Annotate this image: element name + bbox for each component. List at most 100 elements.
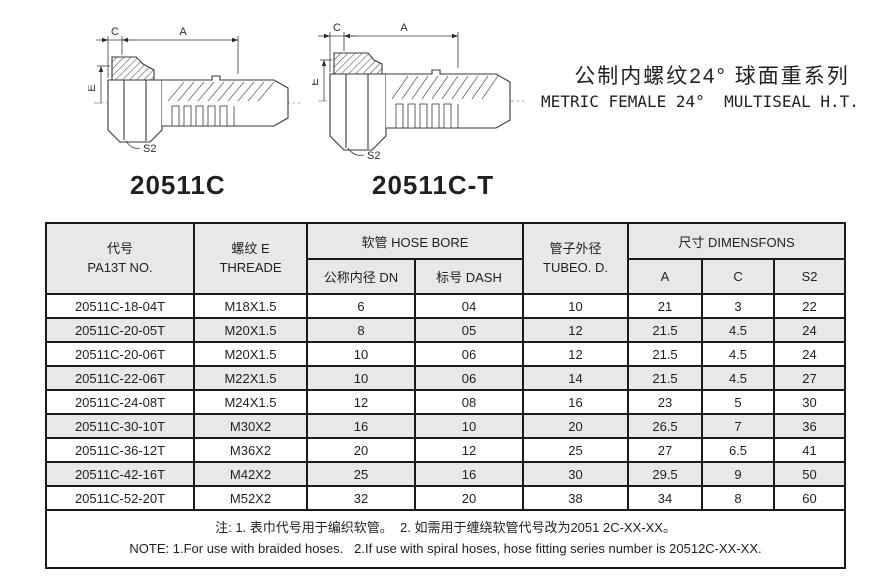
header-part-no-en: PA13T NO. xyxy=(87,259,153,275)
table-cell: 27 xyxy=(773,365,847,391)
table-cell: 06 xyxy=(413,341,525,367)
header-dash: 标号 DASH xyxy=(413,258,525,295)
table-cell: 20511C-18-04T xyxy=(45,293,195,319)
table-cell: 21 xyxy=(627,293,704,319)
table-cell: 12 xyxy=(522,317,630,343)
dim-label-e: E xyxy=(88,84,98,91)
table-cell: 23 xyxy=(627,389,704,415)
table-cell: 29.5 xyxy=(627,461,704,487)
table-cell: 20 xyxy=(306,437,416,463)
table-cell: 16 xyxy=(413,461,525,487)
table-cell: 06 xyxy=(413,365,525,391)
table-cell: M52X2 xyxy=(193,485,308,511)
table-cell: 38 xyxy=(522,485,630,511)
header-tube-od: 管子外径 TUBEO. D. xyxy=(522,222,630,295)
table-cell: 21.5 xyxy=(627,365,704,391)
fitting-drawing-20511c-t-icon: C A E S2 xyxy=(312,22,524,162)
table-cell: 9 xyxy=(701,461,776,487)
table-cell: 60 xyxy=(773,485,847,511)
page-title-english: METRIC FEMALE 24° MULTISEAL H.T. xyxy=(541,92,859,111)
dim-label-c: C xyxy=(111,26,119,38)
table-cell: M20X1.5 xyxy=(193,317,308,343)
table-cell: 20511C-42-16T xyxy=(45,461,195,487)
table-cell: 20511C-30-10T xyxy=(45,413,195,439)
table-cell: 20511C-20-06T xyxy=(45,341,195,367)
dim-label-s2: S2 xyxy=(143,143,156,155)
table-cell: 26.5 xyxy=(627,413,704,439)
table-cell: 20511C-36-12T xyxy=(45,437,195,463)
table-cell: 36 xyxy=(773,413,847,439)
table-cell: 32 xyxy=(306,485,416,511)
table-cell: 25 xyxy=(306,461,416,487)
header-thread-cn: 螺纹 E xyxy=(231,240,270,256)
table-cell: 20511C-24-08T xyxy=(45,389,195,415)
table-cell: 3 xyxy=(701,293,776,319)
spec-table: 代号 PA13T NO. 螺纹 E THREADE 软管 HOSE BORE 管… xyxy=(44,222,847,569)
table-notes: 注: 1. 表巾代号用于编织软管。 2. 如需用于缠绕软管代号改为2051 2C… xyxy=(44,509,847,569)
table-cell: 20511C-20-05T xyxy=(45,317,195,343)
table-cell: 6 xyxy=(306,293,416,319)
header-dn: 公称内径 DN xyxy=(306,258,416,295)
header-dim-s2: S2 xyxy=(773,258,847,295)
figure-label-20511c-t: 20511C-T xyxy=(372,170,495,200)
table-cell: M36X2 xyxy=(193,437,308,463)
figure-label-20511c: 20511C xyxy=(130,170,226,200)
table-cell: 12 xyxy=(306,389,416,415)
table-cell: 21.5 xyxy=(627,317,704,343)
table-cell: 21.5 xyxy=(627,341,704,367)
header-dim-c: C xyxy=(701,258,776,295)
header-hose-bore: 软管 HOSE BORE xyxy=(305,222,525,260)
table-row: 20511C-42-16T M42X2 25 16 30 29.5 9 50 xyxy=(45,461,847,487)
table-cell: 4.5 xyxy=(701,341,776,367)
table-cell: 20 xyxy=(522,413,630,439)
table-cell: 4.5 xyxy=(701,317,776,343)
header-dim-a: A xyxy=(627,258,704,295)
table-header: 代号 PA13T NO. 螺纹 E THREADE 软管 HOSE BORE 管… xyxy=(45,222,847,295)
table-cell: 25 xyxy=(522,437,630,463)
table-row: 20511C-20-05T M20X1.5 8 05 12 21.5 4.5 24 xyxy=(45,317,847,343)
table-cell: 30 xyxy=(773,389,847,415)
table-row: 20511C-24-08T M24X1.5 12 08 16 23 5 30 xyxy=(45,389,847,415)
fitting-drawing-20511c-icon: C A E S2 xyxy=(88,26,300,155)
table-cell: 16 xyxy=(306,413,416,439)
table-cell: 6.5 xyxy=(701,437,776,463)
dim-label-a: A xyxy=(400,22,408,34)
table-row: 20511C-18-04T M18X1.5 6 04 10 21 3 22 xyxy=(45,293,847,319)
table-row: 20511C-52-20T M52X2 32 20 38 34 8 60 xyxy=(45,485,847,511)
table-cell: 4.5 xyxy=(701,365,776,391)
page-title-chinese: 公制内螺纹24° 球面重系列 xyxy=(574,65,850,88)
table-cell: 20511C-22-06T xyxy=(45,365,195,391)
table-cell: 5 xyxy=(701,389,776,415)
table-cell: 41 xyxy=(773,437,847,463)
table-cell: 24 xyxy=(773,317,847,343)
table-cell: M20X1.5 xyxy=(193,341,308,367)
note-chinese: 注: 1. 表巾代号用于编织软管。 2. 如需用于缠绕软管代号改为2051 2C… xyxy=(215,520,676,536)
table-cell: 8 xyxy=(701,485,776,511)
table-row: 20511C-20-06T M20X1.5 10 06 12 21.5 4.5 24 xyxy=(45,341,847,367)
table-cell: 7 xyxy=(701,413,776,439)
header-thread: 螺纹 E THREADE xyxy=(193,222,308,295)
table-row: 20511C-22-06T M22X1.5 10 06 14 21.5 4.5 27 xyxy=(45,365,847,391)
table-cell: M22X1.5 xyxy=(193,365,308,391)
table-cell: 12 xyxy=(522,341,630,367)
table-cell: 14 xyxy=(522,365,630,391)
dim-label-c: C xyxy=(333,22,341,34)
table-row: 20511C-30-10T M30X2 16 10 20 26.5 7 36 xyxy=(45,413,847,439)
table-row: 20511C-36-12T M36X2 20 12 25 27 6.5 41 xyxy=(45,437,847,463)
table-cell: 34 xyxy=(627,485,704,511)
header-tube-od-cn: 管子外径 xyxy=(549,240,602,256)
table-cell: 05 xyxy=(413,317,525,343)
table-cell: 8 xyxy=(306,317,416,343)
table-cell: M18X1.5 xyxy=(193,293,308,319)
table-cell: 20511C-52-20T xyxy=(45,485,195,511)
table-cell: M30X2 xyxy=(193,413,308,439)
table-cell: 20 xyxy=(413,485,525,511)
table-cell: 30 xyxy=(522,461,630,487)
dim-label-e: E xyxy=(312,78,321,85)
table-cell: 10 xyxy=(306,341,416,367)
table-cell: M24X1.5 xyxy=(193,389,308,415)
dim-label-a: A xyxy=(179,26,187,38)
table-cell: 50 xyxy=(773,461,847,487)
table-cell: 12 xyxy=(413,437,525,463)
